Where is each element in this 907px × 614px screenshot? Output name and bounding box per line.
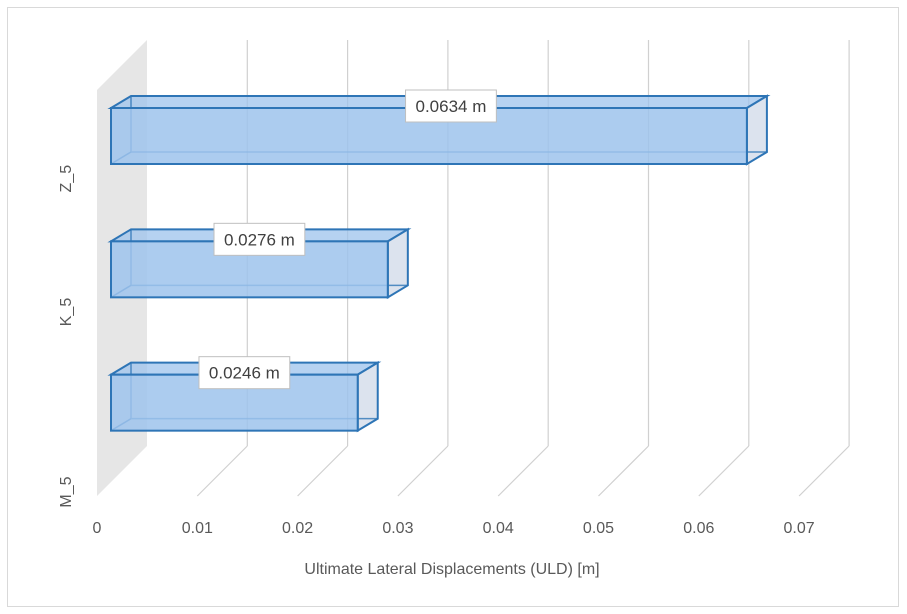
gridline-floor (698, 445, 750, 497)
x-tick-label: 0.06 (683, 520, 714, 537)
x-tick-label: 0.02 (282, 520, 313, 537)
gridline-floor (598, 445, 649, 497)
gridline-floor (196, 445, 248, 497)
bar-side-face (386, 227, 409, 300)
data-label-box (198, 356, 291, 390)
x-tick-label: 0 (93, 520, 102, 537)
x-tick-label: 0.04 (483, 520, 514, 537)
data-labels: 0.0246 m 0.0276 m 0.0634 m (198, 89, 497, 390)
data-label-box (405, 89, 497, 123)
x-tick-label: 0.05 (583, 520, 614, 537)
category-label: M_5 (58, 476, 75, 507)
bars (107, 94, 771, 433)
data-label: 0.0276 m (224, 230, 295, 249)
data-label: 0.0634 m (416, 97, 487, 116)
gridline-floor (397, 445, 449, 497)
x-tick-label: 0.03 (382, 520, 413, 537)
bar-side-face (356, 360, 379, 433)
category-label: Z_5 (58, 165, 75, 193)
category-label: K_5 (58, 298, 75, 327)
y-axis-categories: M_5 K_5 Z_5 (58, 165, 75, 508)
gridline-floor (497, 445, 549, 497)
bar-side-face (745, 94, 768, 166)
data-label: 0.0246 m (209, 364, 280, 383)
gridline-floor (798, 445, 850, 497)
x-tick-label: 0.07 (784, 520, 815, 537)
data-label-box (213, 222, 306, 256)
x-tick-label: 0.01 (182, 520, 213, 537)
x-axis-title: Ultimate Lateral Displacements (ULD) [m] (304, 561, 599, 578)
gridline-floor (297, 445, 349, 497)
x-axis-ticks: 0 0.01 0.02 0.03 0.04 0.05 0.06 0.07 (93, 520, 815, 537)
